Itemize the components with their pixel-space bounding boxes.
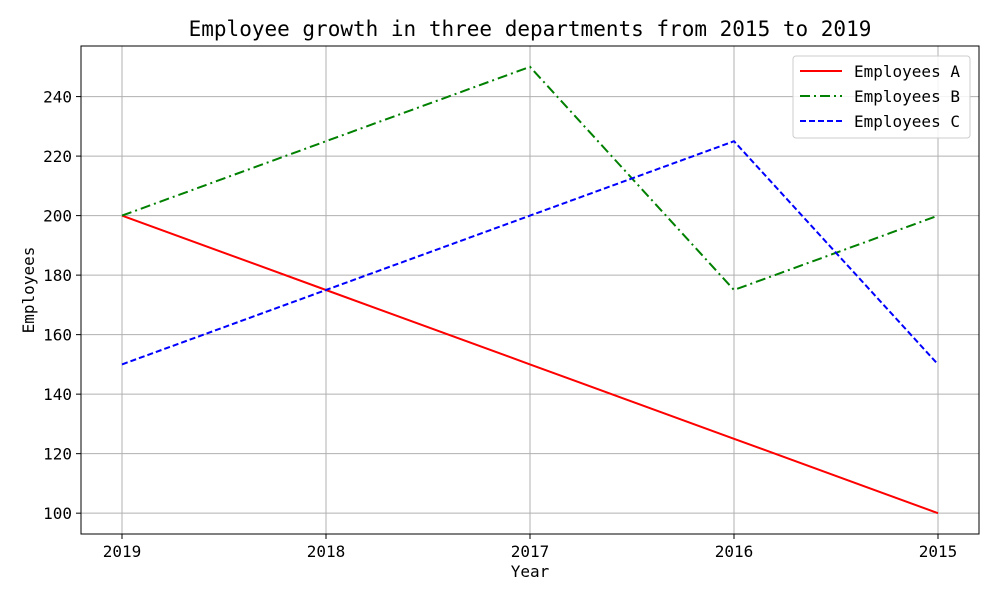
y-tick-label: 180 bbox=[43, 266, 72, 285]
x-tick-label: 2018 bbox=[307, 542, 346, 561]
legend-label: Employees B bbox=[854, 87, 960, 106]
x-tick-label: 2016 bbox=[715, 542, 754, 561]
x-tick-label: 2017 bbox=[511, 542, 550, 561]
y-tick-label: 240 bbox=[43, 88, 72, 107]
legend-label: Employees C bbox=[854, 112, 960, 131]
y-tick-label: 160 bbox=[43, 326, 72, 345]
series-line bbox=[121, 214, 939, 515]
x-tick-layer: 2019 2018 2017 2016 2015 bbox=[103, 534, 958, 561]
legend: Employees A Employees B Employees C bbox=[792, 55, 971, 139]
legend-box bbox=[792, 55, 971, 139]
series-layer bbox=[121, 65, 939, 515]
series-line bbox=[121, 140, 939, 366]
y-tick-label: 200 bbox=[43, 207, 72, 226]
legend-label: Employees A bbox=[854, 62, 960, 81]
y-tick-layer: 100 120 140 160 180 200 220 240 bbox=[43, 88, 81, 523]
series-line bbox=[121, 65, 939, 292]
x-tick-label: 2019 bbox=[103, 542, 142, 561]
y-tick-label: 100 bbox=[43, 504, 72, 523]
y-tick-label: 220 bbox=[43, 147, 72, 166]
x-axis-label: Year bbox=[511, 562, 550, 581]
x-tick-label: 2015 bbox=[919, 542, 958, 561]
chart-title: Employee growth in three departments fro… bbox=[189, 17, 872, 41]
y-tick-label: 140 bbox=[43, 385, 72, 404]
y-axis-label: Employees bbox=[19, 247, 38, 334]
y-tick-label: 120 bbox=[43, 445, 72, 464]
